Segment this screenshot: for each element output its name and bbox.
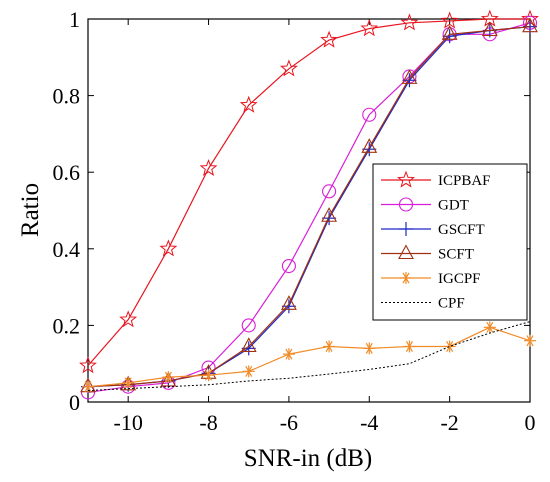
data-point-igcpf	[82, 380, 94, 393]
y-tick-label: 0	[69, 390, 80, 415]
data-point-icpbaf	[159, 239, 178, 257]
data-point-gscft	[281, 299, 296, 314]
legend-label-gscft: GSCFT	[438, 222, 485, 238]
legend-marker-gdt	[398, 197, 414, 212]
y-tick-label: 0.8	[53, 84, 81, 109]
data-point-igcpf	[323, 340, 336, 353]
legend-label-cpf: CPF	[438, 296, 465, 312]
series-line-igcpf	[87, 326, 531, 388]
y-tick-label: 0.4	[53, 237, 81, 262]
y-tick-label: 1	[69, 7, 80, 32]
data-point-igcpf	[443, 340, 456, 353]
data-point-gscft	[362, 142, 377, 157]
legend-label-gdt: GDT	[438, 198, 469, 214]
data-point-scft	[401, 69, 418, 84]
y-tick-label: 0.2	[53, 313, 81, 338]
legend-marker-igcpf	[400, 272, 412, 284]
y-axis-label: Ratio	[17, 183, 44, 237]
plot-frame	[87, 18, 531, 403]
data-point-igcpf	[282, 348, 295, 361]
x-tick-label: -4	[360, 410, 378, 435]
x-tick-label: -10	[114, 410, 143, 435]
data-point-scft	[321, 207, 338, 222]
data-point-scft	[160, 371, 177, 387]
series-line-cpf	[87, 321, 531, 392]
legend-label-icpbaf: ICPBAF	[438, 173, 491, 189]
series-line-icpbaf	[87, 18, 530, 367]
data-point-icpbaf	[360, 19, 379, 37]
legend-item-igcpf: IGCPF	[381, 271, 481, 287]
legend-marker-scft	[398, 244, 414, 260]
legend-item-cpf: CPF	[381, 296, 465, 312]
data-point-igcpf	[403, 340, 416, 353]
data-point-icpbaf	[119, 310, 138, 328]
data-point-igcpf	[122, 376, 135, 389]
plot-area: -10 -8 -6 -4 -2 0 0 0.2 0.4 0.6 0.8 1 ICPBAF GDT GSCFT…	[53, 7, 539, 435]
data-point-icpbaf	[279, 59, 298, 77]
data-point-gdt	[322, 184, 337, 199]
legend-label-igcpf: IGCPF	[438, 271, 481, 287]
data-point-igcpf	[242, 365, 255, 378]
data-point-gscft	[442, 29, 457, 44]
data-point-icpbaf	[400, 13, 419, 31]
x-axis-label: SNR-in (dB)	[244, 445, 372, 472]
data-point-scft	[522, 17, 538, 33]
legend: ICPBAF GDT GSCFT SCFT IGCPF CPF	[372, 163, 528, 321]
data-point-gdt	[362, 107, 377, 122]
x-tick-label: -8	[199, 410, 217, 435]
legend-item-scft: SCFT	[381, 244, 474, 263]
data-point-igcpf	[524, 334, 536, 347]
data-point-igcpf	[162, 371, 175, 384]
data-point-scft	[240, 337, 257, 353]
data-point-scft	[441, 25, 458, 40]
data-point-igcpf	[363, 342, 376, 355]
x-tick-label: -2	[440, 410, 458, 435]
data-point-gscft	[241, 341, 256, 356]
data-point-igcpf	[483, 321, 496, 334]
legend-marker-gscft	[399, 222, 413, 236]
data-point-icpbaf	[320, 30, 339, 48]
legend-marker-icpbaf	[397, 170, 415, 188]
legend-box	[372, 163, 528, 321]
data-point-gscft	[402, 73, 417, 88]
data-point-igcpf	[202, 369, 215, 382]
legend-label-scft: SCFT	[438, 247, 474, 263]
data-point-icpbaf	[79, 356, 97, 374]
data-point-icpbaf	[440, 11, 459, 29]
x-tick-label: 0	[525, 410, 536, 435]
data-point-scft	[361, 138, 378, 153]
data-point-icpbaf	[239, 95, 258, 113]
y-tick-label: 0.6	[53, 160, 81, 185]
legend-item-icpbaf: ICPBAF	[381, 170, 491, 189]
data-point-scft	[280, 295, 297, 310]
series-line-scft	[87, 26, 531, 388]
data-point-gscft	[322, 211, 337, 226]
data-point-gdt	[281, 258, 296, 274]
legend-item-gdt: GDT	[381, 197, 469, 214]
legend-item-gscft: GSCFT	[381, 222, 485, 238]
x-tick-label: -6	[280, 410, 298, 435]
data-point-scft	[481, 21, 498, 37]
data-point-icpbaf	[199, 158, 218, 176]
data-point-gdt	[241, 318, 256, 333]
